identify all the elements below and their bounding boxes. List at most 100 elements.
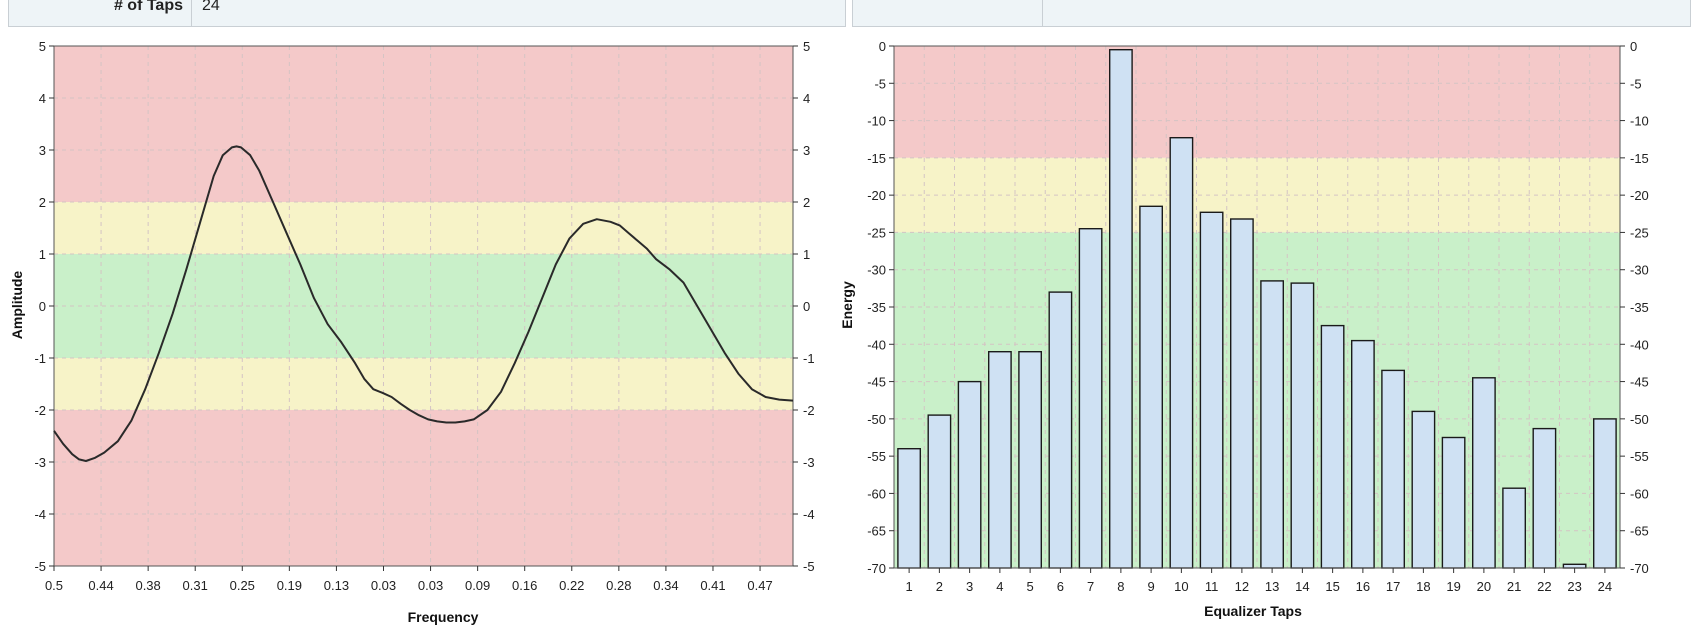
energy-ytick-label-right: -5 [1630,76,1642,91]
amplitude-ytick-label: 0 [39,299,46,314]
amplitude-zone-yellow [54,202,793,254]
amplitude-ytick-label: 4 [39,91,46,106]
energy-xtick-label: 15 [1325,579,1339,594]
energy-ytick-label: -40 [867,337,886,352]
energy-ytick-label: -70 [867,561,886,576]
amplitude-zones [54,46,793,566]
energy-xtick-label: 5 [1027,579,1034,594]
amplitude-xtick-label: 0.38 [135,578,160,593]
amplitude-y-ticks-right: 5 4 3 2 1 0 -1 -2 -3 -4 -5 [793,39,815,574]
energy-xtick-label: 20 [1477,579,1491,594]
energy-x-ticks: 1 2 3 4 5 6 7 8 9 10 11 12 13 14 15 16 17 18 19 20 21 22 23 24 [906,568,1612,594]
taps-value-cell[interactable]: 24 [192,0,845,26]
energy-xtick-label: 18 [1416,579,1430,594]
amplitude-xtick-label: 0.09 [465,578,490,593]
energy-ytick-label: 0 [879,39,886,54]
energy-xtick-label: 2 [936,579,943,594]
energy-xtick-label: 9 [1148,579,1155,594]
taps-value: 24 [202,0,220,14]
energy-bar-9 [1139,205,1164,569]
amplitude-ytick-label: -1 [34,351,46,366]
energy-bar-16 [1350,339,1375,569]
amplitude-ytick-label: 3 [39,143,46,158]
energy-bar-5 [1018,351,1043,569]
energy-xtick-label: 4 [996,579,1003,594]
amplitude-ytick-label-right: -1 [803,351,815,366]
energy-ytick-label: -25 [867,225,886,240]
energy-ytick-label-right: -65 [1630,524,1649,539]
energy-ytick-label: -50 [867,412,886,427]
energy-x-axis-label: Equalizer Taps [1204,603,1302,619]
energy-ytick-label: -35 [867,300,886,315]
energy-bar-1 [897,448,922,569]
energy-bar-20 [1471,377,1496,569]
amplitude-ytick-label: 5 [39,39,46,54]
amplitude-zone-red [54,410,793,566]
energy-ytick-label-right: -10 [1630,114,1649,129]
energy-ytick-label-right: -20 [1630,188,1649,203]
amplitude-xtick-label: 0.22 [559,578,584,593]
energy-chart: 0 -5 -10 -15 -20 -25 -30 -35 -40 -45 -50 -55 -60 -65 -… [839,39,1649,619]
amplitude-ytick-label-right: 2 [803,195,810,210]
amplitude-y-ticks-left: 5 4 3 2 1 0 -1 -2 -3 -4 -5 [34,39,54,574]
energy-xtick-label: 16 [1356,579,1370,594]
energy-xtick-label: 12 [1235,579,1249,594]
energy-xtick-label: 21 [1507,579,1521,594]
amplitude-xtick-label: 0.44 [88,578,113,593]
energy-ytick-label-right: -70 [1630,561,1649,576]
amplitude-ytick-label-right: -4 [803,507,815,522]
energy-xtick-label: 1 [906,579,913,594]
energy-xtick-label: 14 [1295,579,1309,594]
taps-label-cell: # of Taps [9,0,192,26]
amplitude-xtick-label: 0.19 [277,578,302,593]
energy-xtick-label: 7 [1087,579,1094,594]
amplitude-xtick-label: 0.47 [747,578,772,593]
amplitude-zone-yellow [54,358,793,410]
amplitude-ytick-label-right: -5 [803,559,815,574]
amplitude-xtick-label: 0.03 [371,578,396,593]
energy-ytick-label-right: -40 [1630,337,1649,352]
energy-bar-8 [1108,49,1133,569]
amplitude-series-line [53,145,794,462]
energy-ytick-label-right: -15 [1630,151,1649,166]
amplitude-ytick-label-right: 5 [803,39,810,54]
energy-ytick-label-right: -55 [1630,449,1649,464]
energy-bar-19 [1441,436,1466,569]
energy-y-ticks-right: 0 -5 -10 -15 -20 -25 -30 -35 -40 -45 -50 -55 -60 -65 -… [1620,39,1649,576]
energy-ytick-label-right: -60 [1630,486,1649,501]
energy-ytick-label-right: -50 [1630,412,1649,427]
energy-ytick-label: -10 [867,114,886,129]
energy-bar-21 [1502,487,1527,569]
energy-ytick-label-right: 0 [1630,39,1637,54]
energy-xtick-label: 10 [1174,579,1188,594]
energy-ytick-label: -60 [867,486,886,501]
amplitude-xtick-label: 0.41 [700,578,725,593]
energy-ytick-label: -30 [867,263,886,278]
amplitude-xtick-label: 0.25 [230,578,255,593]
amplitude-ytick-label-right: 4 [803,91,810,106]
energy-bar-10 [1169,136,1194,569]
energy-bar-7 [1078,227,1103,569]
energy-ytick-label: -65 [867,524,886,539]
amplitude-ytick-label-right: -3 [803,455,815,470]
energy-ytick-label-right: -25 [1630,225,1649,240]
amplitude-xtick-label: 0.28 [606,578,631,593]
amplitude-chart: 5 4 3 2 1 0 -1 -2 -3 -4 -5 5 4 3 2 1 0 -1 -2 -3 -4 -5 0.5 0.4… [9,39,815,625]
energy-xtick-label: 6 [1057,579,1064,594]
energy-ytick-label: -45 [867,375,886,390]
amplitude-ytick-label: 1 [39,247,46,262]
settings-bar-right [852,0,1691,27]
amplitude-ytick-label: 2 [39,195,46,210]
amplitude-ytick-label-right: 3 [803,143,810,158]
amplitude-gridlines [53,45,793,567]
amplitude-ytick-label: -3 [34,455,46,470]
energy-xtick-label: 17 [1386,579,1400,594]
energy-bar-4 [988,351,1012,569]
energy-xtick-label: 11 [1205,579,1219,594]
amplitude-ytick-label-right: -2 [803,403,815,418]
energy-ytick-label-right: -45 [1630,375,1649,390]
amplitude-xtick-label: 0.31 [183,578,208,593]
energy-bar-14 [1290,282,1315,569]
amplitude-ytick-label-right: 0 [803,299,810,314]
energy-ytick-label: -20 [867,188,886,203]
